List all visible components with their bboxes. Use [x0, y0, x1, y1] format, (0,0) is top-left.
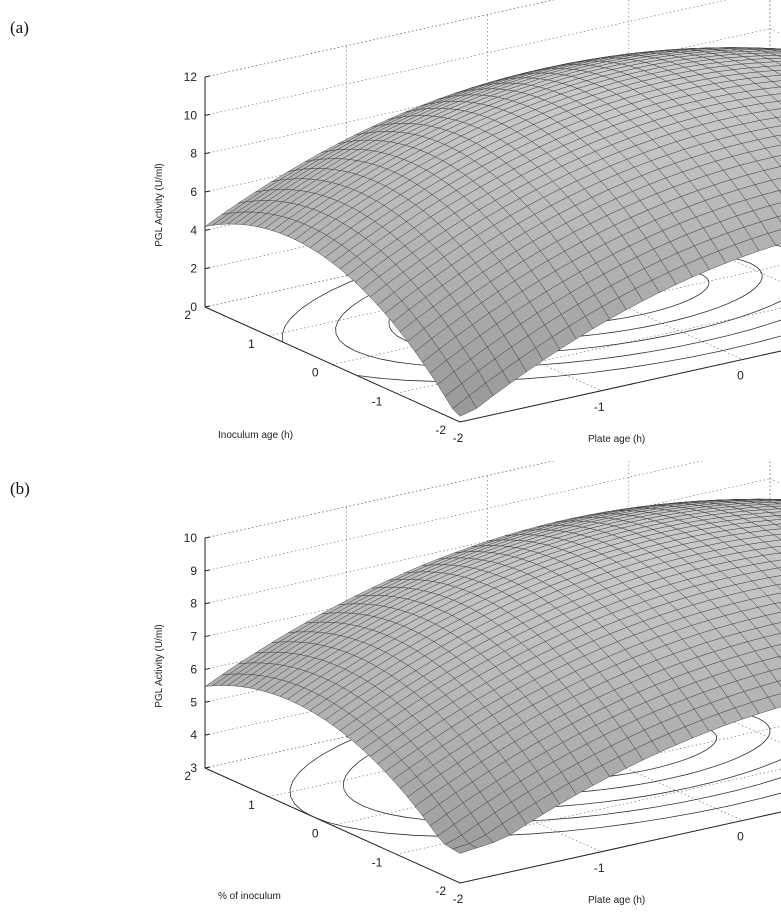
y-tick-label: 1: [248, 337, 255, 351]
z-tick-mark: [204, 190, 211, 193]
floor-axes: [204, 767, 781, 884]
grid-line: [204, 0, 728, 116]
x-tick-label: 0: [737, 830, 744, 844]
z-tick-label: 4: [190, 223, 197, 237]
z-axis-label: PGL Activity (U/ml): [154, 163, 165, 247]
z-tick-mark: [204, 267, 211, 270]
x-tick-label: 0: [737, 369, 744, 383]
x-axis-label: Plate age (h): [588, 895, 645, 906]
floor-axes: [204, 306, 781, 423]
z-tick-label: 12: [184, 70, 198, 84]
z-tick-mark: [204, 667, 211, 670]
y-axis-label: % of inoculum: [218, 891, 281, 902]
z-tick-mark: [204, 635, 211, 638]
box-edge: [204, 461, 555, 539]
z-tick-label: 6: [190, 662, 197, 676]
z-tick-label: 2: [190, 262, 197, 276]
z-tick-mark: [204, 700, 211, 703]
x-tick-label: -2: [453, 892, 464, 906]
panel-label-b: (b): [10, 479, 30, 498]
y-tick-label: 1: [248, 798, 255, 812]
z-axis-label: PGL Activity (U/ml): [154, 624, 165, 708]
y-tick-label: 0: [312, 366, 319, 380]
y-tick-label: -1: [372, 394, 383, 408]
x-axis-label: Plate age (h): [588, 434, 645, 445]
x-tick-label: -1: [594, 400, 605, 414]
z-tick-label: 8: [190, 597, 197, 611]
z-tick-label: 3: [190, 761, 197, 775]
y-tick-label: 0: [312, 827, 319, 841]
surface-mesh: [204, 498, 781, 854]
z-tick-mark: [204, 536, 211, 539]
y-tick-label: -2: [435, 423, 446, 437]
y-axis-label: Inoculum age (h): [218, 430, 293, 441]
surface-mesh: [204, 47, 781, 417]
z-tick-mark: [204, 602, 211, 605]
panel-label-a: (a): [10, 18, 29, 37]
z-tick-label: 4: [190, 728, 197, 742]
z-tick-label: 0: [190, 300, 197, 314]
z-tick-mark: [204, 228, 211, 231]
z-tick-label: 10: [184, 108, 198, 122]
y-tick-label: 2: [184, 308, 191, 322]
z-tick-label: 10: [184, 531, 198, 545]
y-tick-label: -2: [435, 884, 446, 898]
z-tick-mark: [204, 113, 211, 116]
z-tick-mark: [204, 733, 211, 736]
grid-line: [346, 736, 602, 853]
z-tick-label: 9: [190, 564, 197, 578]
y-tick-label: -1: [372, 855, 383, 869]
x-tick-label: -2: [453, 431, 464, 445]
surface-cell: [452, 395, 477, 417]
y-tick-label: 2: [184, 769, 191, 783]
z-tick-label: 5: [190, 695, 197, 709]
grid-line: [346, 275, 602, 392]
grid-line: [487, 705, 743, 821]
x-tick-label: -1: [594, 861, 605, 875]
z-tick-mark: [204, 152, 211, 155]
surface-cell: [451, 843, 478, 854]
box-edge: [204, 0, 555, 78]
grid-line: [487, 244, 743, 360]
z-tick-label: 8: [190, 147, 197, 161]
z-tick-mark: [204, 75, 211, 78]
z-tick-mark: [204, 305, 211, 308]
z-tick-label: 7: [190, 630, 197, 644]
z-tick-mark: [204, 766, 211, 769]
z-tick-label: 6: [190, 185, 197, 199]
z-tick-mark: [204, 569, 211, 572]
